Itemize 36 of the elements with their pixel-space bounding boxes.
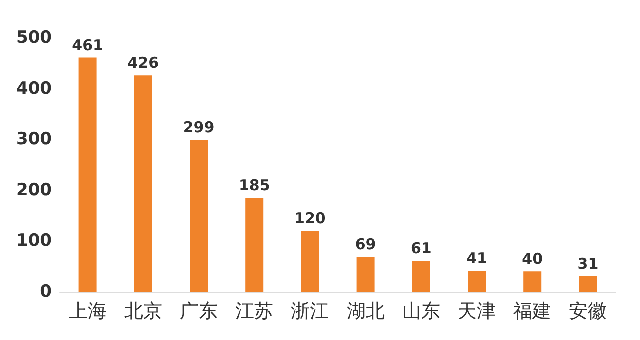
x-tick-label: 天津 — [458, 300, 496, 322]
data-label: 40 — [522, 250, 544, 268]
x-tick-label: 江苏 — [236, 300, 274, 322]
x-tick-label: 上海 — [68, 300, 107, 322]
data-label: 185 — [238, 176, 270, 195]
bar — [246, 198, 264, 292]
x-tick-label: 安徽 — [569, 300, 608, 322]
bar — [134, 76, 152, 292]
data-label: 31 — [578, 254, 599, 273]
bar — [356, 256, 375, 292]
y-tick-label: 300 — [16, 130, 52, 150]
x-tick-label: 北京 — [124, 300, 162, 322]
data-label: 41 — [466, 250, 488, 268]
x-tick-label: 福建 — [514, 300, 552, 322]
bar — [412, 261, 430, 292]
data-label: 461 — [72, 36, 104, 54]
bar — [579, 276, 598, 292]
y-tick-label: 200 — [16, 180, 52, 200]
x-tick-label: 浙江 — [291, 300, 330, 322]
bar — [78, 58, 97, 292]
y-tick-label: 0 — [40, 282, 52, 302]
bar — [190, 140, 208, 292]
data-label: 426 — [128, 54, 160, 72]
y-tick-label: 100 — [16, 231, 52, 252]
data-label: 69 — [355, 235, 376, 254]
bar — [301, 231, 320, 292]
x-tick-label: 湖北 — [346, 300, 385, 322]
data-label: 120 — [294, 210, 326, 228]
data-label: 61 — [410, 240, 432, 258]
bar — [524, 272, 542, 292]
bar — [468, 271, 486, 292]
y-tick-label: 500 — [16, 28, 52, 48]
x-tick-label: 山东 — [402, 300, 440, 322]
y-tick-label: 400 — [16, 78, 52, 99]
x-tick-label: 广东 — [180, 300, 218, 322]
data-label: 299 — [183, 118, 215, 137]
